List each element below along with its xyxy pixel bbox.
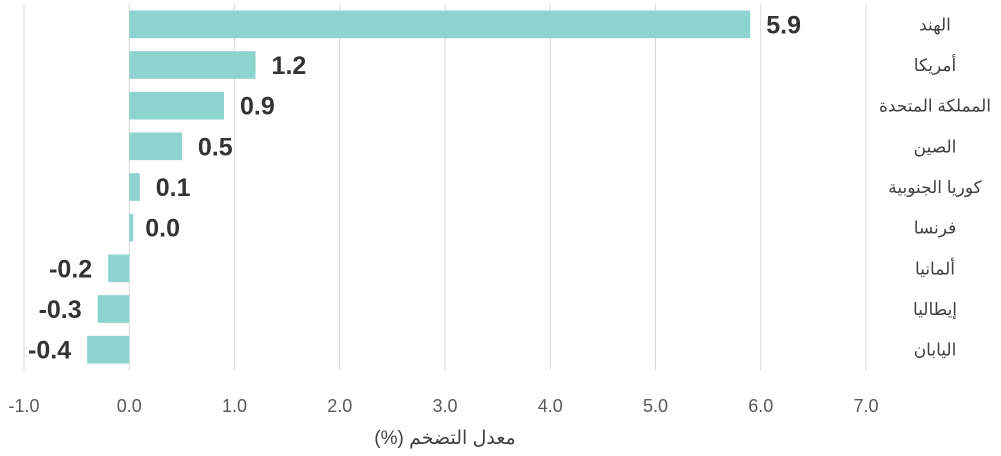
data-label: 0.9	[240, 93, 275, 121]
bar	[87, 335, 130, 364]
x-tick-label: 6.0	[748, 396, 773, 416]
bars: 5.9 1.2 0.90.50.1 0.0 -0.2 -0.3 -0.4	[28, 10, 801, 365]
category-label: الهند	[919, 15, 951, 35]
category-label: فرنسا	[914, 219, 957, 238]
bar	[129, 10, 751, 39]
data-label: -0.3	[39, 296, 82, 324]
x-tick-label: 7.0	[853, 396, 878, 416]
data-label: 1.2	[272, 52, 307, 80]
x-tick-label: -1.0	[8, 396, 39, 416]
bar	[129, 91, 224, 120]
bar	[129, 173, 140, 201]
category-label: ألمانيا	[915, 257, 955, 278]
category-label: أمريكا	[914, 54, 957, 75]
data-label: -0.4	[28, 337, 71, 365]
bar	[108, 254, 130, 283]
category-label: الصين	[914, 137, 957, 156]
data-label: -0.2	[49, 255, 92, 283]
category-label: كوريا الجنوبية	[888, 178, 982, 197]
x-tick-label: 4.0	[538, 396, 563, 416]
category-label: إيطاليا	[913, 300, 957, 319]
x-tick-label: 0.0	[117, 396, 142, 416]
x-axis-title: معدل التضخم (%)	[374, 428, 515, 449]
bar	[97, 295, 130, 323]
bar	[129, 132, 182, 161]
category-labels: الهند أمريكا المملكة المتحدة الصين كوريا الج…	[879, 15, 991, 359]
x-tick-label: 2.0	[327, 396, 352, 416]
x-tick-label: 3.0	[432, 396, 457, 416]
data-label: 0.1	[156, 174, 191, 202]
data-label: 0.5	[198, 133, 233, 161]
bar	[129, 213, 134, 242]
bar	[129, 51, 256, 79]
x-tick-label: 1.0	[222, 396, 247, 416]
data-label: 0.0	[145, 215, 180, 243]
x-tick-labels: -1.0 0.0 1.0 2.0 3.0 4.0 5.0 6.0 7.0	[8, 396, 878, 416]
data-label: 5.9	[766, 11, 801, 39]
category-label: المملكة المتحدة	[879, 97, 991, 116]
category-label: اليابان	[914, 341, 957, 360]
x-tick-label: 5.0	[643, 396, 668, 416]
